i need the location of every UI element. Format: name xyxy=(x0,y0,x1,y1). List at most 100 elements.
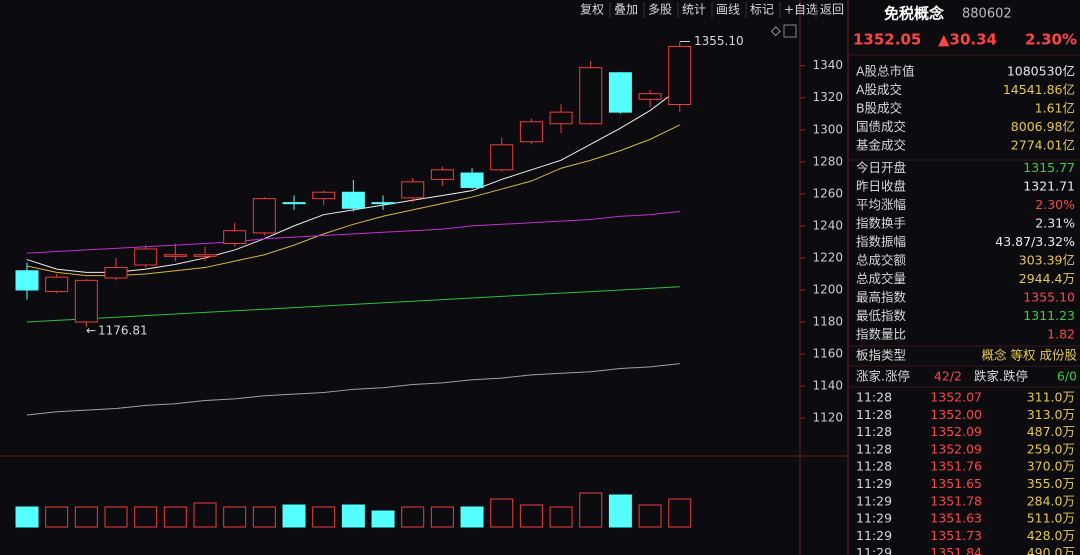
candle-body xyxy=(252,198,276,234)
toolbar-button[interactable]: 复权 xyxy=(580,3,604,17)
stat-label: A股总市值 xyxy=(856,64,915,79)
stat-label: 平均涨幅 xyxy=(856,197,906,212)
icon-diamond[interactable]: ◇ xyxy=(771,23,781,38)
candle-body xyxy=(608,72,632,113)
trade-time: 11:28 xyxy=(856,459,892,474)
moving-average xyxy=(26,286,680,323)
stat-label: 指数振幅 xyxy=(856,234,906,249)
candle-body xyxy=(371,202,395,205)
toolbar-button[interactable]: 统计 xyxy=(682,3,706,17)
y-tick-label: 1300 xyxy=(812,122,843,136)
y-tick-label: 1280 xyxy=(812,154,843,168)
trade-price: 1351.63 xyxy=(930,511,982,526)
trade-time: 11:28 xyxy=(856,441,892,456)
stat-value: 1315.77 xyxy=(1023,160,1075,175)
stock-code: 880602 xyxy=(962,7,1012,22)
y-tick-label: 1320 xyxy=(812,90,843,104)
trade-time: 11:28 xyxy=(856,424,892,439)
icon-window[interactable] xyxy=(783,24,797,38)
stat-label: A股成交 xyxy=(856,82,902,97)
up-label: 涨家.涨停 xyxy=(856,369,910,384)
volume-bar xyxy=(490,498,514,528)
stat-label: 总成交额 xyxy=(856,253,907,268)
toolbar-button[interactable]: 多股 xyxy=(648,3,672,17)
stat-label: 今日开盘 xyxy=(856,160,906,175)
annotation: 1355.10 xyxy=(694,34,744,48)
y-tick-label: 1120 xyxy=(812,411,843,425)
trade-price: 1352.09 xyxy=(930,441,982,456)
y-tick-label: 1340 xyxy=(812,58,843,72)
candle-body xyxy=(223,230,247,245)
volume-bar xyxy=(282,504,306,528)
trade-price: 1352.09 xyxy=(930,424,982,439)
volume-bar xyxy=(401,506,425,528)
volume-bar xyxy=(668,498,692,528)
stat-value: 43.87/3.32% xyxy=(995,234,1075,249)
toolbar-button[interactable]: 返回 xyxy=(820,3,844,17)
trade-price: 1351.73 xyxy=(930,528,982,543)
trade-price: 1351.84 xyxy=(930,545,982,555)
stat-value: 2.30% xyxy=(1035,197,1075,212)
percent: 2.30% xyxy=(1025,31,1077,49)
stat-label: 指数换手 xyxy=(856,216,906,231)
candle-body xyxy=(282,202,306,205)
trade-price: 1351.78 xyxy=(930,493,982,508)
toolbar-button[interactable]: +自选 xyxy=(784,3,818,17)
trade-volume: 259.0万 xyxy=(1027,441,1075,456)
stat-value: 1355.10 xyxy=(1023,290,1075,305)
volume-bar xyxy=(638,504,662,528)
volume-bar xyxy=(430,506,454,528)
toolbar-button[interactable]: 叠加 xyxy=(614,3,638,17)
up-value: 42/2 xyxy=(934,369,962,384)
trade-volume: 511.0万 xyxy=(1027,511,1075,526)
trade-price: 1351.76 xyxy=(930,459,982,474)
candle-body xyxy=(15,270,39,291)
stat-value: 14541.86亿 xyxy=(1003,82,1075,97)
candle-body xyxy=(460,172,484,188)
trade-volume: 490.0万 xyxy=(1027,545,1075,555)
stat-value: 2944.4万 xyxy=(1019,271,1075,286)
toolbar-button[interactable]: 画线 xyxy=(716,3,740,17)
candle-body xyxy=(193,254,217,257)
stat-value: 1321.71 xyxy=(1023,179,1075,194)
trade-price: 1352.07 xyxy=(930,390,982,405)
candle-body xyxy=(341,191,365,209)
moving-average xyxy=(26,363,680,416)
stat-label: 国债成交 xyxy=(856,119,906,134)
stat-label: 总成交量 xyxy=(856,271,906,286)
trade-time: 11:28 xyxy=(856,407,892,422)
volume-bar xyxy=(608,494,632,528)
trade-volume: 355.0万 xyxy=(1027,476,1075,491)
candle-body xyxy=(519,121,543,143)
stat-value: 2774.01亿 xyxy=(1011,138,1075,153)
price: 1352.05 xyxy=(853,31,921,49)
board-value: 概念 等权 成份股 xyxy=(982,348,1078,363)
volume-bar xyxy=(579,492,603,528)
candle-body xyxy=(638,93,662,100)
candle-body xyxy=(312,191,336,200)
down-value: 6/0 xyxy=(1057,369,1077,384)
volume-bar xyxy=(341,504,365,528)
candle-body xyxy=(490,144,514,171)
moving-average xyxy=(26,124,680,277)
y-tick-label: 1200 xyxy=(812,282,843,296)
y-tick-label: 1140 xyxy=(812,379,843,393)
stat-value: 1311.23 xyxy=(1023,308,1075,323)
stat-value: 303.39亿 xyxy=(1019,253,1075,268)
toolbar-button[interactable]: 标记 xyxy=(750,3,774,17)
candle-body xyxy=(430,169,454,180)
stat-label: 基金成交 xyxy=(856,138,906,153)
trade-volume: 284.0万 xyxy=(1027,493,1075,508)
candle-body xyxy=(401,181,425,199)
volume-bar xyxy=(371,510,395,528)
trade-time: 11:29 xyxy=(856,511,892,526)
trade-time: 11:29 xyxy=(856,493,892,508)
y-tick-label: 1160 xyxy=(812,347,843,361)
volume-bar xyxy=(460,506,484,528)
volume-bar xyxy=(45,506,69,528)
stat-value: 1080530亿 xyxy=(1007,64,1075,79)
stat-value: 8006.98亿 xyxy=(1011,119,1075,134)
candle-body xyxy=(579,67,603,125)
down-label: 跌家.跌停 xyxy=(974,369,1028,384)
